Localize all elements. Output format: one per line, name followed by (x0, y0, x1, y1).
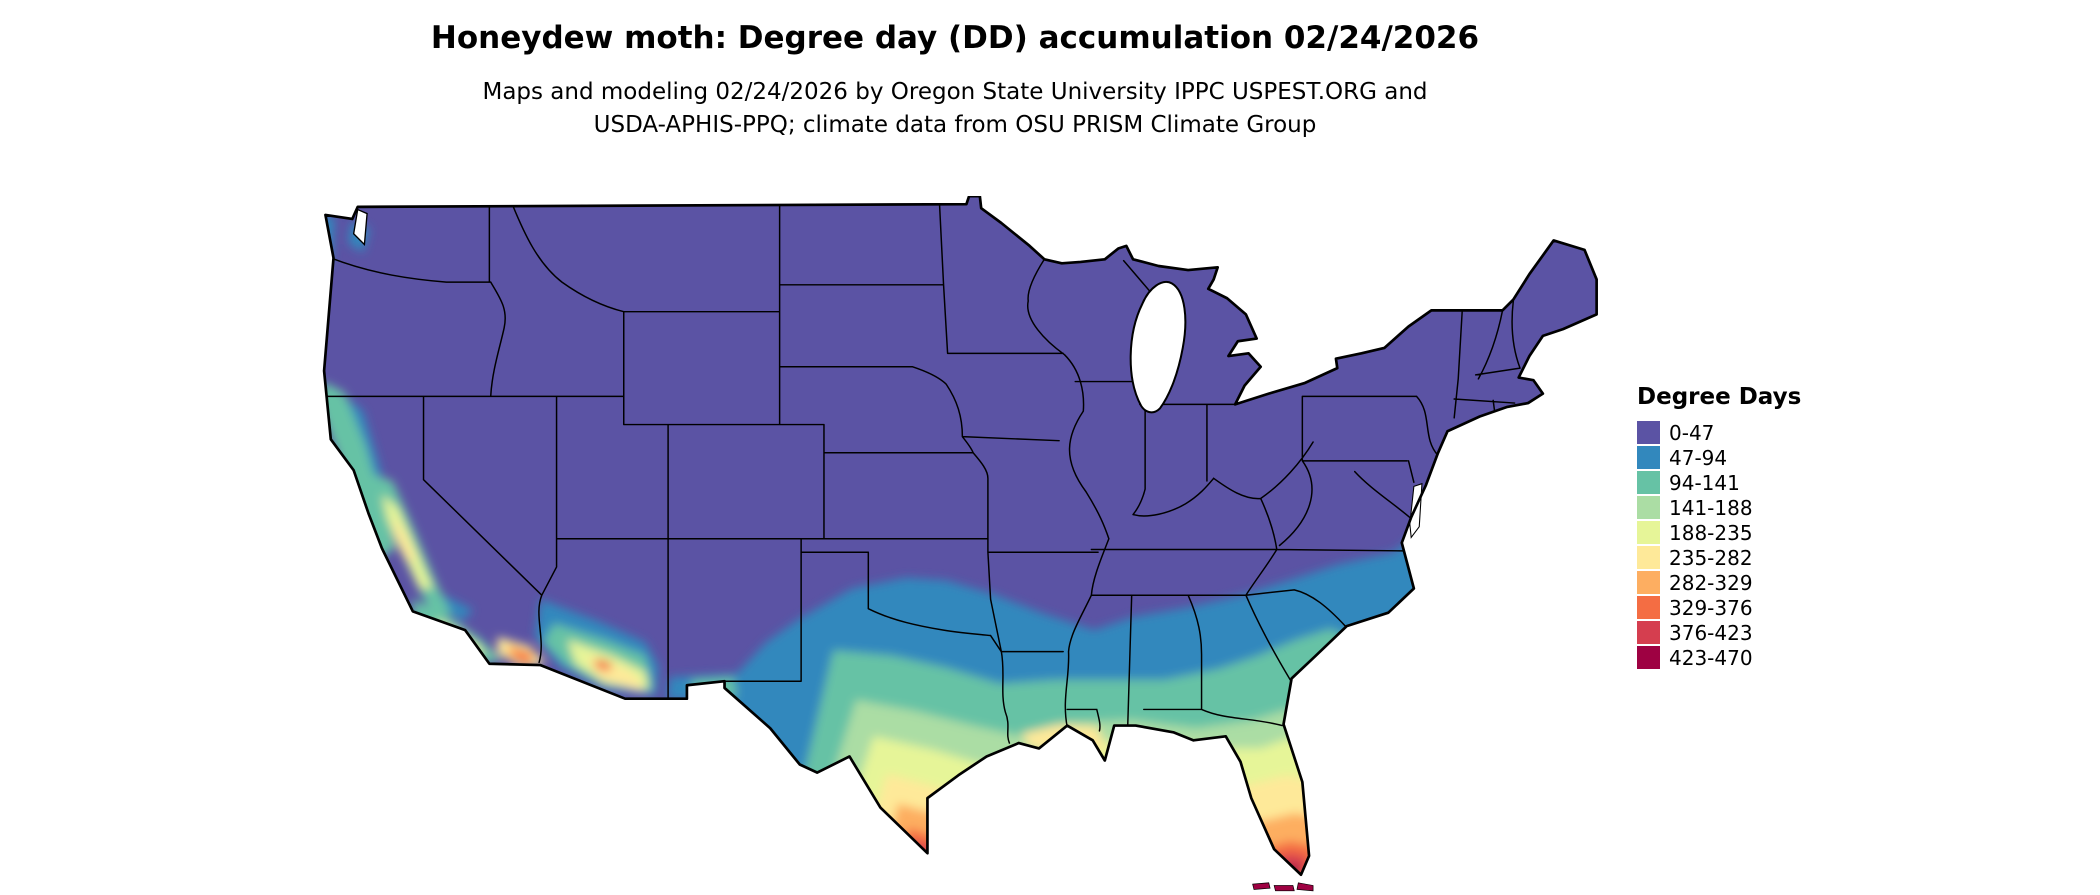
legend-item: 235-282 (1637, 545, 1801, 570)
florida-keys (1252, 882, 1314, 892)
legend-swatch (1637, 596, 1660, 619)
legend-swatch (1637, 496, 1660, 519)
legend-title: Degree Days (1637, 384, 1802, 410)
raster-layers (324, 196, 1597, 875)
legend-swatch (1637, 471, 1660, 494)
legend-item: 329-376 (1637, 595, 1801, 620)
map-panel (312, 196, 1602, 895)
band-329-376 (513, 650, 1318, 875)
us-degree-day-map (322, 196, 1598, 892)
band-0-47-base (324, 196, 1597, 875)
legend-item: 376-423 (1637, 620, 1801, 645)
header: Honeydew moth: Degree day (DD) accumulat… (0, 20, 1910, 142)
puget-sound (352, 208, 368, 246)
legend-item: 47-94 (1637, 445, 1801, 470)
lake-michigan (1129, 281, 1187, 414)
legend-swatch (1637, 521, 1660, 544)
legend-label: 188-235 (1669, 520, 1753, 545)
map-attribution: Maps and modeling 02/24/2026 by Oregon S… (0, 76, 1910, 142)
legend-swatch (1637, 421, 1660, 444)
legend-item: 141-188 (1637, 495, 1801, 520)
legend-label: 0-47 (1669, 420, 1715, 445)
subtitle-line-1: Maps and modeling 02/24/2026 by Oregon S… (482, 79, 1428, 105)
legend-swatch (1637, 571, 1660, 594)
legend-item: 282-329 (1637, 570, 1801, 595)
legend-label: 376-423 (1669, 620, 1753, 645)
subtitle-line-2: USDA-APHIS-PPQ; climate data from OSU PR… (593, 112, 1317, 138)
legend-label: 235-282 (1669, 545, 1753, 570)
legend-swatch (1637, 546, 1660, 569)
page-title: Honeydew moth: Degree day (DD) accumulat… (430, 20, 1480, 56)
state-borders (324, 203, 1521, 744)
legend-swatch (1637, 446, 1660, 469)
legend-item: 0-47 (1637, 420, 1801, 445)
band-376-423 (911, 841, 1308, 875)
legend: Degree Days 0-47 47-94 94-141 141-188 18… (1637, 384, 1801, 670)
legend-label: 141-188 (1669, 495, 1753, 520)
legend-swatch (1637, 621, 1660, 644)
legend-label: 282-329 (1669, 570, 1753, 595)
us-outline (322, 196, 1598, 877)
legend-item: 188-235 (1637, 520, 1801, 545)
chesapeake-bay (1409, 482, 1423, 539)
legend-label: 47-94 (1669, 445, 1728, 470)
legend-label: 94-141 (1669, 470, 1740, 495)
legend-item: 94-141 (1637, 470, 1801, 495)
legend-label: 329-376 (1669, 595, 1753, 620)
legend-swatch (1637, 646, 1660, 669)
legend-item: 423-470 (1637, 645, 1801, 670)
legend-label: 423-470 (1669, 645, 1753, 670)
